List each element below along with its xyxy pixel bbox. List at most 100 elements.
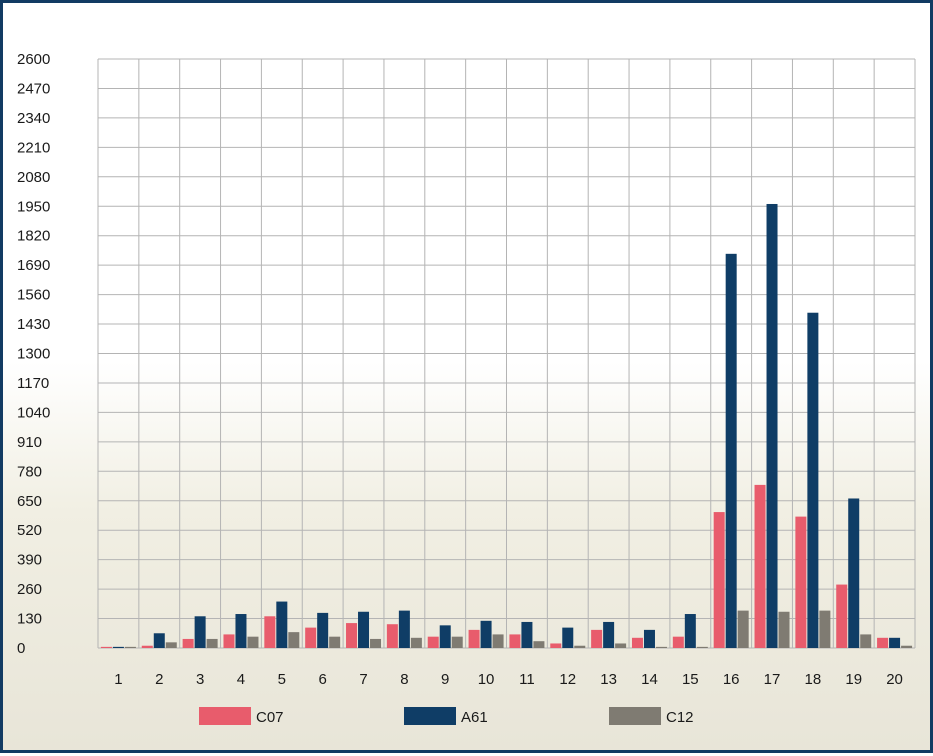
bar-a61: [235, 614, 247, 648]
bar-c12: [410, 637, 422, 648]
x-tick-label: 19: [845, 671, 862, 688]
x-tick-label: 10: [478, 671, 495, 688]
y-tick-label: 1950: [17, 198, 50, 215]
y-tick-label: 1690: [17, 257, 50, 274]
bar-c12: [370, 638, 382, 648]
y-tick-label: 390: [17, 552, 42, 569]
legend-item-c12: C12: [609, 707, 694, 726]
bar-a61: [848, 498, 860, 648]
y-tick-label: 2210: [17, 139, 50, 156]
bar-c12: [737, 610, 749, 648]
legend: C07 A61 C12: [199, 707, 694, 726]
legend-swatch: [404, 707, 456, 725]
y-tick-label: 520: [17, 522, 42, 539]
bar-a61: [725, 253, 737, 649]
grid-lines: [97, 58, 916, 649]
bar-a61: [521, 621, 533, 648]
y-tick-label: 1820: [17, 228, 50, 245]
y-tick-label: 2470: [17, 80, 50, 97]
bar-c12: [533, 641, 545, 648]
x-tick-label: 6: [319, 671, 327, 688]
y-tick-label: 130: [17, 611, 42, 628]
x-tick-label: 2: [155, 671, 163, 688]
y-tick-label: 780: [17, 463, 42, 480]
bar-c07: [754, 484, 766, 648]
bar-a61: [194, 616, 206, 648]
bar-c12: [655, 646, 667, 648]
y-tick-label: 1040: [17, 404, 50, 421]
bar-c12: [247, 636, 259, 648]
y-tick-label: 0: [17, 640, 25, 657]
bar-a61: [684, 614, 696, 648]
bar-c07: [550, 643, 562, 648]
x-tick-label: 17: [764, 671, 781, 688]
bar-c07: [468, 629, 480, 648]
bars: [100, 203, 913, 649]
y-tick-label: 1560: [17, 287, 50, 304]
bar-chart: 0 130 260 390 520 650 780 910 1040 1170 1300 1430 15…: [17, 51, 916, 726]
bar-c12: [574, 645, 586, 648]
y-tick-label: 650: [17, 493, 42, 510]
bar-c07: [386, 624, 398, 648]
legend-label: C12: [666, 709, 694, 726]
legend-label: C07: [256, 709, 284, 726]
bar-c12: [492, 634, 504, 648]
bar-c07: [672, 636, 684, 648]
y-tick-label: 1300: [17, 346, 50, 363]
bar-a61: [439, 625, 451, 648]
y-tick-label: 1170: [17, 375, 49, 392]
legend-swatch: [609, 707, 661, 725]
bar-c12: [124, 646, 136, 648]
y-tick-label: 2080: [17, 169, 50, 186]
bar-c12: [206, 638, 218, 648]
bar-a61: [153, 633, 165, 648]
bar-c12: [615, 643, 627, 648]
bar-c12: [165, 642, 177, 648]
bar-a61: [766, 203, 778, 648]
x-tick-label: 7: [359, 671, 367, 688]
bar-c07: [631, 637, 643, 648]
x-tick-label: 11: [519, 671, 535, 688]
bar-a61: [112, 646, 124, 648]
x-tick-label: 12: [559, 671, 576, 688]
bar-c07: [795, 516, 807, 648]
bar-c07: [346, 623, 358, 648]
y-tick-label: 1430: [17, 316, 50, 333]
bar-c07: [877, 637, 889, 648]
bar-c07: [100, 646, 112, 648]
legend-label: A61: [461, 709, 488, 726]
bar-c12: [329, 636, 341, 648]
y-axis-tick-labels: 0 130 260 390 520 650 780 910 1040 1170 1300 1430 15…: [17, 51, 50, 657]
bar-a61: [276, 601, 288, 648]
y-tick-label: 2600: [17, 51, 50, 68]
bar-c07: [509, 634, 521, 648]
bar-a61: [398, 610, 410, 648]
bar-c07: [836, 584, 848, 648]
bar-c12: [819, 610, 831, 648]
bar-a61: [889, 637, 901, 648]
x-tick-label: 3: [196, 671, 204, 688]
x-tick-label: 14: [641, 671, 658, 688]
x-tick-label: 13: [600, 671, 617, 688]
y-tick-label: 260: [17, 581, 42, 598]
bar-c07: [427, 636, 439, 648]
bar-a61: [643, 629, 655, 648]
bar-c07: [591, 629, 603, 648]
legend-item-a61: A61: [404, 707, 488, 726]
legend-swatch: [199, 707, 251, 725]
x-tick-label: 4: [237, 671, 245, 688]
bar-c07: [264, 616, 276, 648]
bar-a61: [603, 621, 615, 648]
bar-c07: [305, 627, 317, 648]
bar-a61: [562, 627, 574, 648]
x-tick-label: 8: [400, 671, 408, 688]
bar-c12: [901, 645, 913, 648]
x-tick-label: 15: [682, 671, 699, 688]
y-tick-label: 910: [17, 434, 42, 451]
bar-c12: [778, 611, 790, 648]
bar-c07: [713, 512, 725, 648]
bar-a61: [480, 620, 492, 648]
x-tick-label: 5: [278, 671, 286, 688]
bar-c07: [223, 634, 235, 648]
